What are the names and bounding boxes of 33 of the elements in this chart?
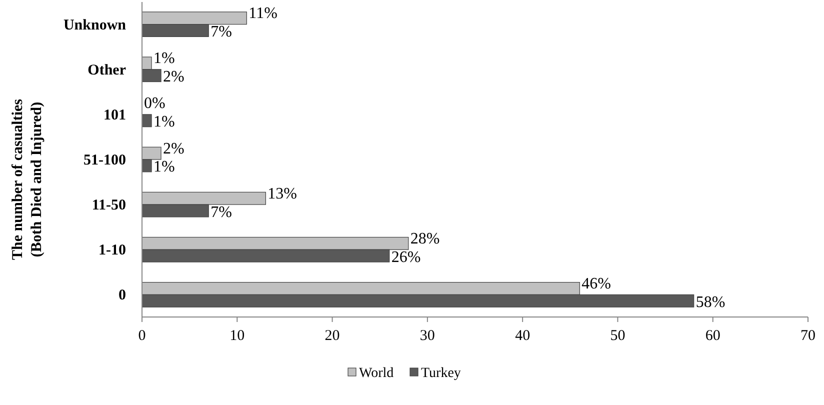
data-label: 11% bbox=[248, 5, 278, 22]
data-label: 1% bbox=[154, 50, 175, 68]
data-label: 2% bbox=[163, 68, 184, 86]
data-label: 7% bbox=[210, 204, 232, 221]
data-label: 1% bbox=[154, 114, 175, 131]
x-tick-label: 40 bbox=[515, 328, 530, 344]
x-tick-label: 50 bbox=[610, 328, 626, 344]
data-label: 46% bbox=[582, 275, 611, 292]
x-tick-label: 10 bbox=[230, 328, 245, 344]
x-tick-label: 20 bbox=[324, 328, 340, 344]
y-tick-label: Unknown bbox=[63, 17, 127, 34]
legend-label: World bbox=[359, 366, 394, 381]
y-tick-label: 0 bbox=[118, 288, 126, 304]
data-label: 58% bbox=[696, 294, 726, 311]
data-label: 2% bbox=[163, 140, 184, 158]
data-label: 1% bbox=[154, 158, 175, 176]
x-tick-label: 70 bbox=[800, 328, 816, 344]
data-label: 26% bbox=[391, 248, 421, 266]
x-tick-label: 30 bbox=[420, 328, 435, 344]
x-tick-label: 60 bbox=[705, 328, 720, 344]
bar bbox=[142, 114, 152, 128]
y-tick-label: 1-10 bbox=[98, 242, 126, 259]
x-tick-label: 0 bbox=[138, 328, 146, 344]
data-label: 7% bbox=[210, 24, 232, 41]
data-label: 0% bbox=[144, 95, 166, 112]
data-label: 28% bbox=[410, 230, 440, 248]
y-axis-title: The number of casualties (Both Died and Injured) bbox=[10, 98, 45, 260]
y-tick-label: 11-50 bbox=[92, 198, 126, 214]
y-tick-label: 101 bbox=[104, 107, 126, 124]
data-label: 13% bbox=[268, 185, 298, 202]
legend-label: Turkey bbox=[421, 366, 461, 381]
y-tick-label: Other bbox=[88, 62, 126, 78]
y-tick-label: 51-100 bbox=[84, 152, 126, 168]
